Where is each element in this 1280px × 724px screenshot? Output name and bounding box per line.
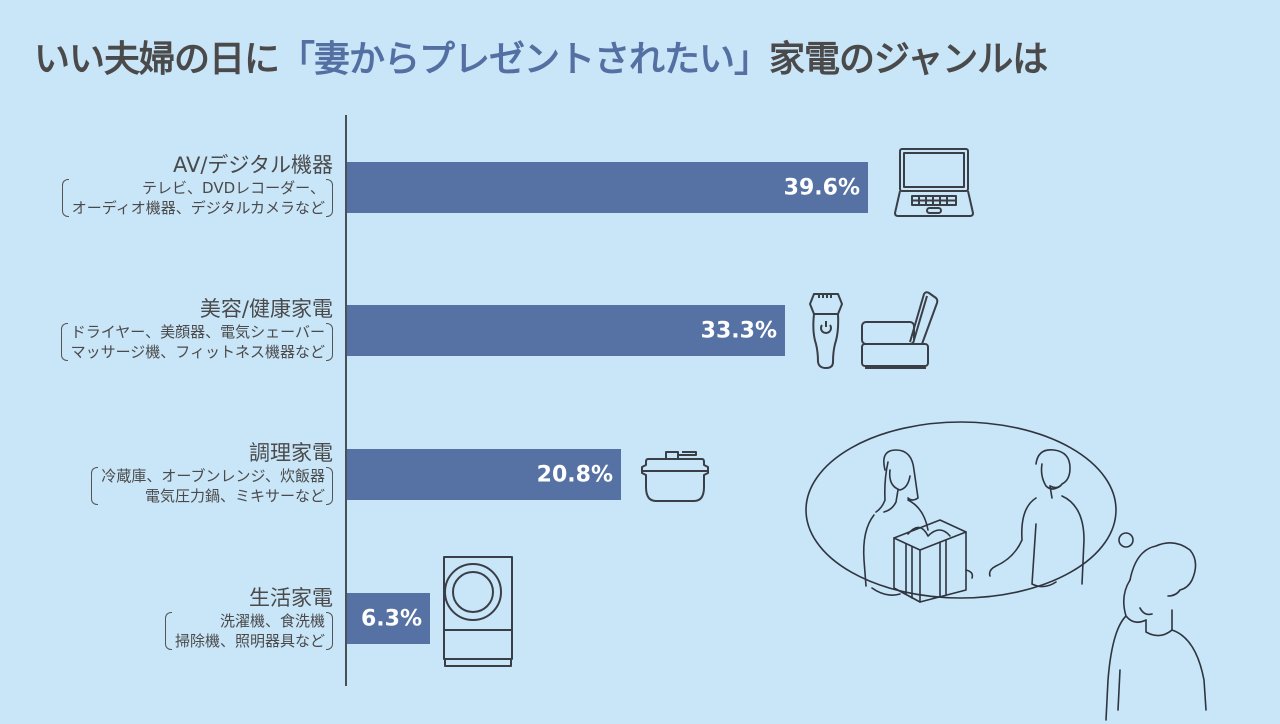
title-suffix: 家電のジャンルは	[769, 39, 1048, 80]
category-name: 調理家電	[249, 441, 333, 465]
bar-value-label: 6.3%	[360, 606, 422, 631]
category-details: ドライヤー、美顔器、電気シェーバー マッサージ機、フィットネス機器など	[60, 322, 334, 362]
detail-line-1: ドライヤー、美顔器、電気シェーバー	[70, 323, 325, 341]
bar-beauty-health: 33.3%	[347, 305, 785, 356]
detail-line-2: 電気圧力鍋、ミキサーなど	[144, 487, 325, 505]
title-prefix: いい夫婦の日に	[34, 39, 280, 80]
detail-line-1: 冷蔵庫、オーブンレンジ、炊飯器	[101, 467, 325, 485]
detail-line-2: マッサージ機、フィットネス機器など	[70, 343, 325, 361]
detail-line-1: 洗濯機、食洗機	[219, 612, 325, 630]
massage-chair-icon	[860, 290, 942, 374]
bar-av-digital: 39.6%	[347, 162, 868, 213]
shaver-icon	[808, 292, 844, 374]
detail-line-2: オーディオ機器、デジタルカメラなど	[71, 199, 325, 217]
detail-line-2: 掃除機、照明器具など	[174, 632, 325, 650]
pressure-cooker-icon	[638, 447, 712, 509]
category-name: 美容/健康家電	[199, 297, 333, 321]
washing-machine-icon	[443, 556, 513, 672]
bar-value-label: 33.3%	[700, 318, 777, 343]
category-details: 冷蔵庫、オーブンレンジ、炊飯器電気圧力鍋、ミキサーなど	[91, 466, 333, 506]
title-highlight: 「妻からプレゼントされたい」	[279, 39, 770, 80]
chart-title: いい夫婦の日に「妻からプレゼントされたい」家電のジャンルは	[34, 30, 1048, 82]
category-name: 生活家電	[249, 586, 333, 610]
category-details: 洗濯機、食洗機掃除機、照明器具など	[164, 611, 334, 651]
bar-value-label: 39.6%	[783, 175, 860, 200]
category-label-household: 生活家電 洗濯機、食洗機掃除機、照明器具など	[164, 585, 334, 651]
thought-bubble-illustration	[800, 420, 1280, 724]
y-axis-line	[345, 115, 347, 686]
bar-household: 6.3%	[347, 593, 430, 644]
category-label-cooking: 調理家電 冷蔵庫、オーブンレンジ、炊飯器電気圧力鍋、ミキサーなど	[91, 440, 333, 506]
category-label-beauty-health: 美容/健康家電 ドライヤー、美顔器、電気シェーバー マッサージ機、フィットネス機器…	[60, 296, 334, 362]
laptop-icon	[893, 147, 975, 221]
detail-line-1: テレビ、DVDレコーダー、	[142, 179, 325, 197]
category-label-av-digital: AV/デジタル機器 テレビ、DVDレコーダー、オーディオ機器、デジタルカメラなど	[61, 152, 334, 218]
category-details: テレビ、DVDレコーダー、オーディオ機器、デジタルカメラなど	[61, 178, 334, 218]
category-name: AV/デジタル機器	[172, 153, 333, 177]
bar-cooking: 20.8%	[347, 449, 621, 500]
bar-value-label: 20.8%	[536, 462, 613, 487]
